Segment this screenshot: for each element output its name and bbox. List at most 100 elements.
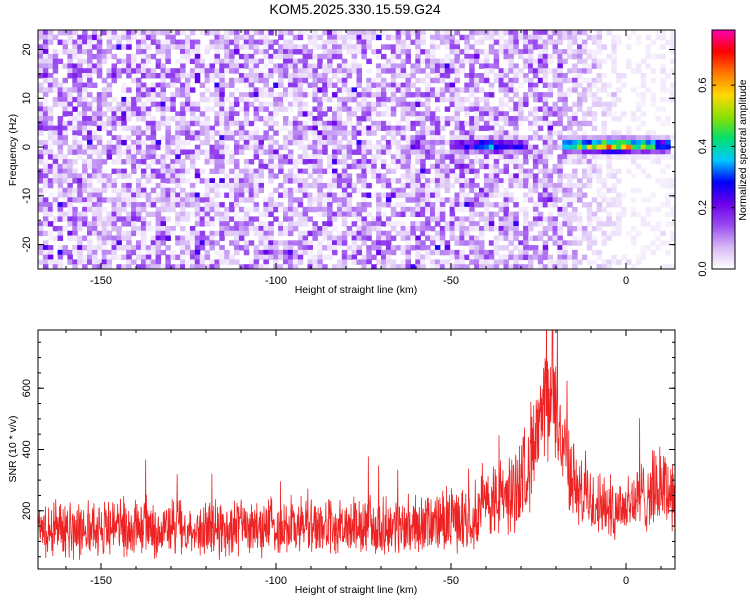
heatmap-cell [67,63,73,69]
heatmap-cell [670,135,675,141]
heatmap-cell [503,211,509,218]
heatmap-cell [390,82,397,88]
heatmap-cell [170,39,176,45]
heatmap-cell [224,230,230,237]
heatmap-cell [640,73,647,79]
heatmap-cell [111,120,117,127]
heatmap-cell [454,49,460,55]
heatmap-cell [537,230,544,237]
heatmap-cell [38,120,44,127]
heatmap-cell [283,44,289,50]
heatmap-cell [581,130,588,136]
heatmap-cell [557,163,563,170]
heatmap-cell [302,58,309,65]
heatmap-cell [258,211,264,218]
heatmap-cell [537,77,544,84]
heatmap-cell [175,144,181,151]
heatmap-cell [562,58,568,65]
heatmap-cell [263,230,269,237]
heatmap-cell [361,106,367,112]
heatmap-cell [503,264,509,269]
heatmap-cell [596,173,603,179]
heatmap-cell [508,149,514,155]
heatmap-cell [111,235,117,241]
heatmap-cell [596,264,603,269]
heatmap-cell [312,116,318,122]
heatmap-cell [366,125,372,131]
heatmap-cell [287,130,294,136]
heatmap-cell [292,259,299,265]
heatmap-cell [532,245,539,251]
heatmap-cell [234,58,240,65]
heatmap-cell [557,73,563,79]
heatmap-cell [405,111,411,117]
heatmap-cell [552,240,558,246]
heatmap-cell [140,254,147,261]
heatmap-cell [317,225,323,232]
heatmap-cell [327,125,333,131]
heatmap-cell [96,101,103,108]
heatmap-cell [302,111,309,117]
heatmap-cell [317,116,323,122]
heatmap-cell [645,130,652,136]
heatmap-cell [82,216,88,222]
heatmap-cell [82,58,88,65]
spectrogram-xlabel: Height of straight line (km) [295,284,418,296]
heatmap-cell [356,202,362,208]
heatmap-cell [532,216,539,222]
heatmap-cell [557,82,563,88]
heatmap-cell [542,182,549,189]
heatmap-cell [165,39,171,45]
heatmap-cell [322,130,328,136]
heatmap-cell [572,254,578,261]
heatmap-cell [390,206,397,213]
heatmap-cell [635,125,642,131]
heatmap-cell [111,111,117,117]
heatmap-cell [341,149,348,155]
heatmap-cell [459,178,465,184]
heatmap-cell [116,206,122,213]
heatmap-cell [189,106,196,112]
heatmap-cell [562,187,568,194]
heatmap-cell [532,135,539,141]
heatmap-cell [62,168,68,174]
heatmap-cell [140,225,147,232]
heatmap-cell [650,206,656,213]
heatmap-cell [385,139,392,146]
heatmap-cell [268,225,274,232]
heatmap-cell [513,216,519,222]
heatmap-cell [42,53,49,60]
heatmap-cell [131,149,137,155]
heatmap-cell [131,216,137,222]
heatmap-cell [645,63,652,69]
heatmap-cell [283,211,289,218]
heatmap-cell [596,49,603,55]
heatmap-cell [581,92,588,98]
heatmap-cell [136,240,142,246]
heatmap-cell [528,192,534,198]
heatmap-cell [425,63,431,69]
heatmap-cell [77,249,83,256]
heatmap-cell [170,30,176,36]
heatmap-cell [96,259,103,265]
heatmap-cell [532,249,539,256]
heatmap-cell [302,101,309,108]
heatmap-cell [194,211,201,218]
heatmap-cell [77,39,83,45]
heatmap-cell [430,192,436,198]
heatmap-cell [327,178,333,184]
heatmap-cell [381,159,387,165]
heatmap-cell [67,216,73,222]
heatmap-cell [341,159,348,165]
heatmap-cell [425,144,431,151]
heatmap-cell [483,77,490,84]
heatmap-cell [96,96,103,103]
heatmap-cell [87,240,93,246]
heatmap-cell [376,259,382,265]
heatmap-cell [214,163,220,170]
heatmap-cell [581,120,588,127]
heatmap-cell [376,120,382,127]
heatmap-cell [542,264,549,269]
heatmap-cell [346,144,353,151]
heatmap-cell [336,182,343,189]
